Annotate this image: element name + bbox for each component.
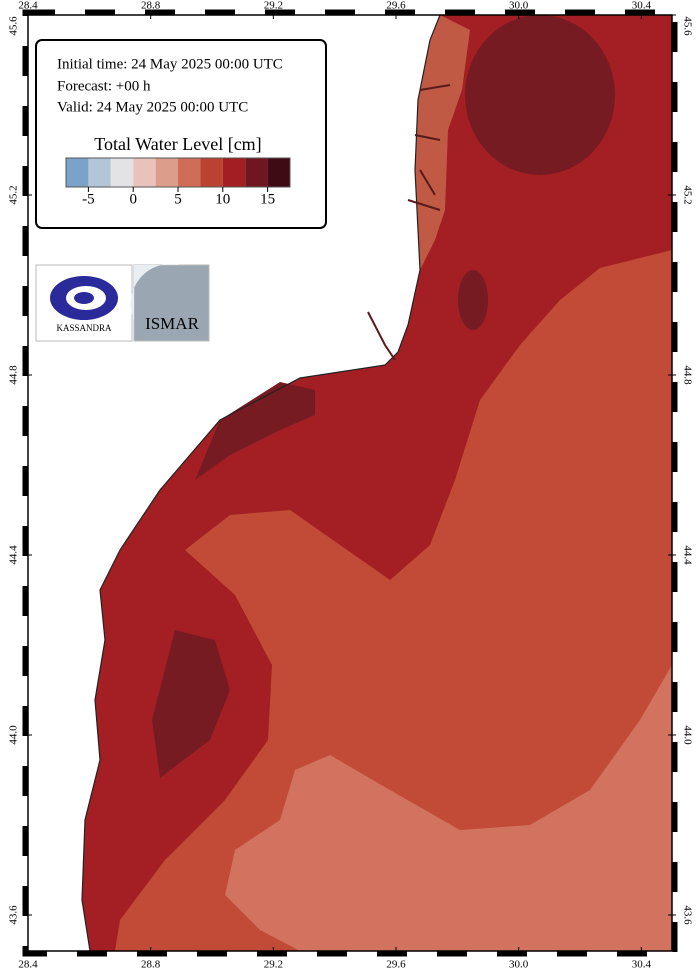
- contour-mid: [115, 250, 672, 951]
- colorbar-label: 5: [174, 191, 182, 207]
- river: [367, 84, 451, 361]
- lat-label: 44.8: [8, 365, 20, 385]
- contour-light: [225, 665, 672, 951]
- lon-label: 30.0: [509, 959, 529, 971]
- logo-text: ISMAR: [145, 314, 200, 333]
- colorbar-box: [178, 158, 201, 187]
- lon-label: 30.0: [509, 0, 529, 12]
- forecast: Forecast: +00 h: [57, 78, 151, 94]
- map-frame: [27, 14, 673, 952]
- colorbar-label: -5: [82, 191, 95, 207]
- colorbar-label: 0: [129, 191, 137, 207]
- logo-arc: [130, 263, 180, 320]
- lon-label: 29.6: [386, 959, 406, 971]
- colorbar-box: [110, 158, 134, 187]
- lat-label: 44.4: [681, 545, 693, 565]
- colorbar-box: [155, 158, 178, 187]
- lon-label: 28.4: [18, 0, 38, 12]
- colorbar-box: [133, 158, 156, 187]
- colorbar-box: [267, 158, 290, 187]
- coastline: [81, 14, 441, 952]
- colorbar-box: [200, 158, 223, 187]
- lat-label: 45.6: [8, 16, 20, 36]
- lat-label: 44.0: [8, 725, 20, 745]
- lon-label: 28.8: [141, 0, 161, 12]
- lat-label: 43.6: [681, 905, 693, 925]
- lat-label: 45.2: [8, 185, 20, 204]
- logo-text: KASSANDRA: [56, 323, 112, 333]
- colorbar-box: [66, 158, 89, 187]
- valid-time: Valid: 24 May 2025 00:00 UTC: [57, 99, 248, 115]
- lat-label: 44.4: [8, 545, 20, 565]
- lon-label: 30.4: [632, 0, 652, 12]
- lat-label: 44.8: [681, 365, 693, 385]
- initial-time: Initial time: 24 May 2025 00:00 UTC: [57, 56, 283, 72]
- sea-field: [82, 15, 672, 951]
- logo-ismar: [133, 264, 210, 342]
- contour-dark: [195, 382, 315, 480]
- colorbar-box: [222, 158, 246, 187]
- contour-dark: [458, 270, 488, 330]
- colorbar-label: 10: [215, 191, 230, 207]
- lon-label: 30.4: [632, 959, 652, 971]
- contour-dark: [465, 15, 615, 175]
- lon-label: 28.4: [18, 959, 38, 971]
- colorbar-title: Total Water Level [cm]: [94, 134, 261, 154]
- lon-label: 29.2: [264, 0, 283, 12]
- lat-label: 45.6: [681, 16, 693, 36]
- frame-band: [22, 9, 678, 957]
- logo-swirl: [74, 292, 94, 304]
- lon-label: 29.6: [386, 0, 406, 12]
- lon-label: 29.2: [264, 959, 283, 971]
- lat-label: 45.2: [681, 185, 693, 204]
- lon-label: 28.8: [141, 959, 161, 971]
- lat-label: 43.6: [8, 905, 20, 925]
- lat-label: 44.0: [681, 725, 693, 745]
- contour-dark: [152, 630, 230, 778]
- colorbar-box: [245, 158, 268, 187]
- colorbar-label: 15: [260, 191, 275, 207]
- colorbar-box: [88, 158, 111, 187]
